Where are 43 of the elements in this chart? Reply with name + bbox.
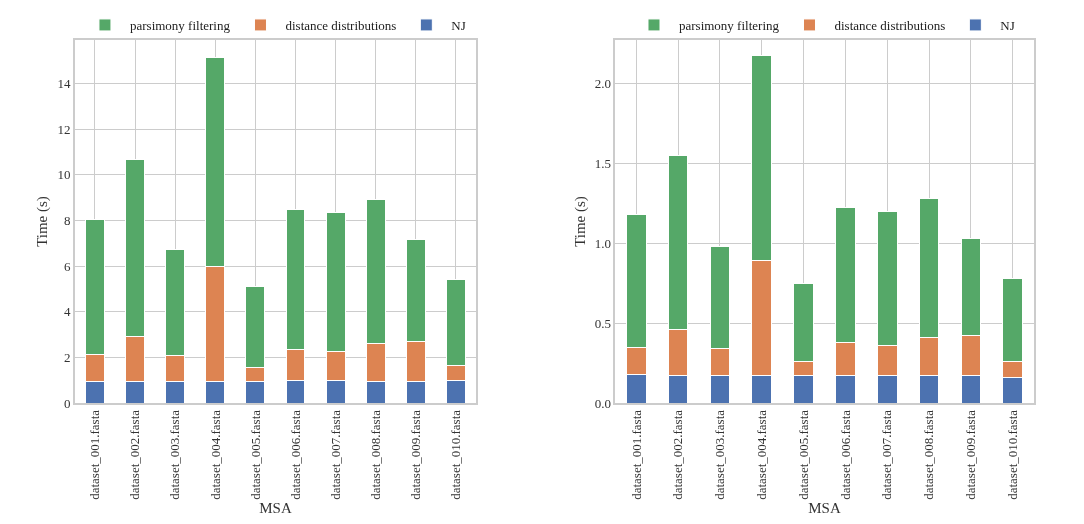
x-tick-label: dataset_005.fasta (247, 409, 263, 500)
x-tick-label: dataset_007.fasta (879, 409, 895, 500)
x-tick-label: dataset_003.fasta (167, 409, 183, 500)
legend-label: parsimony filtering (678, 18, 780, 34)
y-tick-label: 14 (57, 75, 72, 91)
y-tick-label: 1.0 (594, 235, 612, 251)
y-tick-label: 12 (57, 121, 71, 137)
legend-label: parsimony filtering (129, 18, 231, 34)
legend-label: distance distributions (834, 18, 946, 34)
y-tick-label: 0.0 (594, 395, 612, 411)
y-tick-label: 8 (64, 212, 71, 228)
x-axis-title: MSA (259, 500, 292, 517)
x-tick-label: dataset_004.fasta (207, 409, 223, 500)
x-tick-label: dataset_001.fasta (628, 409, 644, 500)
y-tick-label: 1.5 (594, 155, 612, 171)
y-tick-label: 0.5 (594, 315, 612, 331)
x-tick-label: dataset_008.fasta (367, 409, 383, 500)
x-tick-label: dataset_003.fasta (712, 409, 728, 500)
x-tick-label: dataset_010.fasta (448, 409, 464, 500)
x-tick-label: dataset_006.fasta (837, 409, 853, 500)
legend-label: NJ (1000, 18, 1015, 34)
x-tick-label: dataset_010.fasta (1004, 409, 1020, 500)
y-axis-title: Time (s) (571, 196, 589, 247)
x-axis-title: MSA (808, 500, 841, 517)
y-tick-label: 2 (64, 349, 71, 365)
y-tick-label: 10 (57, 167, 71, 183)
y-tick-label: 0 (64, 395, 71, 411)
x-tick-label: dataset_009.fasta (408, 409, 424, 500)
x-tick-label: dataset_002.fasta (670, 409, 686, 500)
x-tick-label: dataset_005.fasta (795, 409, 811, 500)
legend-label: distance distributions (285, 18, 397, 34)
y-tick-label: 6 (64, 258, 72, 274)
legend-label: NJ (451, 18, 466, 34)
x-tick-label: dataset_002.fasta (127, 409, 143, 500)
y-tick-label: 4 (64, 304, 72, 320)
x-tick-label: dataset_006.fasta (287, 409, 303, 500)
x-tick-label: dataset_001.fasta (87, 409, 103, 500)
x-tick-label: dataset_009.fasta (963, 409, 979, 500)
x-tick-label: dataset_008.fasta (921, 409, 937, 500)
y-tick-label: 2.0 (594, 75, 612, 91)
x-tick-label: dataset_004.fasta (753, 409, 769, 500)
y-axis-title: Time (s) (34, 196, 52, 247)
x-tick-label: dataset_007.fasta (327, 409, 343, 500)
